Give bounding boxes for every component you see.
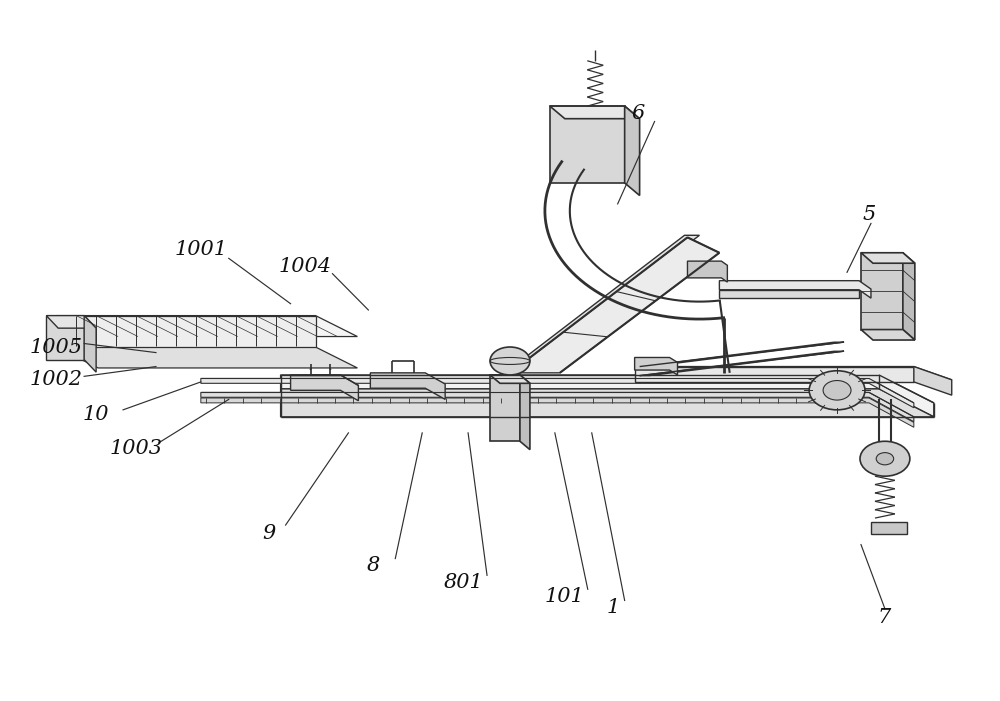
Polygon shape (550, 106, 625, 183)
Polygon shape (635, 367, 952, 380)
Polygon shape (201, 393, 914, 422)
Polygon shape (687, 261, 727, 282)
Text: 9: 9 (262, 524, 275, 543)
Polygon shape (625, 106, 640, 196)
Text: 1: 1 (606, 598, 619, 617)
Polygon shape (490, 375, 520, 441)
Polygon shape (370, 373, 445, 400)
Polygon shape (640, 342, 844, 367)
Polygon shape (56, 315, 357, 336)
Polygon shape (635, 367, 914, 382)
Circle shape (823, 381, 851, 400)
Text: 6: 6 (631, 104, 644, 123)
Text: 1002: 1002 (30, 370, 83, 389)
Text: 101: 101 (545, 587, 585, 606)
Polygon shape (861, 329, 915, 340)
Polygon shape (490, 375, 530, 383)
Polygon shape (861, 253, 915, 263)
Polygon shape (201, 379, 914, 408)
Polygon shape (84, 315, 96, 372)
Polygon shape (56, 315, 316, 347)
Polygon shape (550, 106, 640, 118)
Polygon shape (719, 290, 859, 298)
Text: 7: 7 (877, 608, 891, 627)
Polygon shape (281, 389, 934, 417)
Text: 5: 5 (862, 205, 876, 224)
Polygon shape (861, 253, 903, 329)
Polygon shape (635, 358, 678, 375)
Circle shape (876, 453, 894, 465)
Polygon shape (201, 398, 914, 428)
Polygon shape (903, 253, 915, 340)
Circle shape (809, 371, 865, 410)
Polygon shape (281, 375, 934, 417)
Text: 1003: 1003 (110, 439, 163, 458)
Polygon shape (56, 347, 357, 368)
Polygon shape (640, 351, 844, 376)
Polygon shape (914, 367, 952, 395)
Circle shape (490, 347, 530, 375)
Text: 10: 10 (83, 405, 109, 424)
Circle shape (860, 441, 910, 476)
Text: 8: 8 (367, 556, 380, 575)
Text: 1005: 1005 (30, 337, 83, 357)
Text: 801: 801 (443, 573, 483, 592)
Polygon shape (46, 315, 96, 328)
Polygon shape (510, 238, 719, 373)
Polygon shape (291, 375, 358, 401)
Text: 1004: 1004 (279, 257, 332, 276)
Polygon shape (719, 280, 871, 298)
Polygon shape (871, 522, 907, 534)
Polygon shape (520, 375, 530, 449)
Polygon shape (505, 236, 699, 373)
Polygon shape (46, 315, 84, 360)
Text: 1001: 1001 (174, 240, 227, 259)
